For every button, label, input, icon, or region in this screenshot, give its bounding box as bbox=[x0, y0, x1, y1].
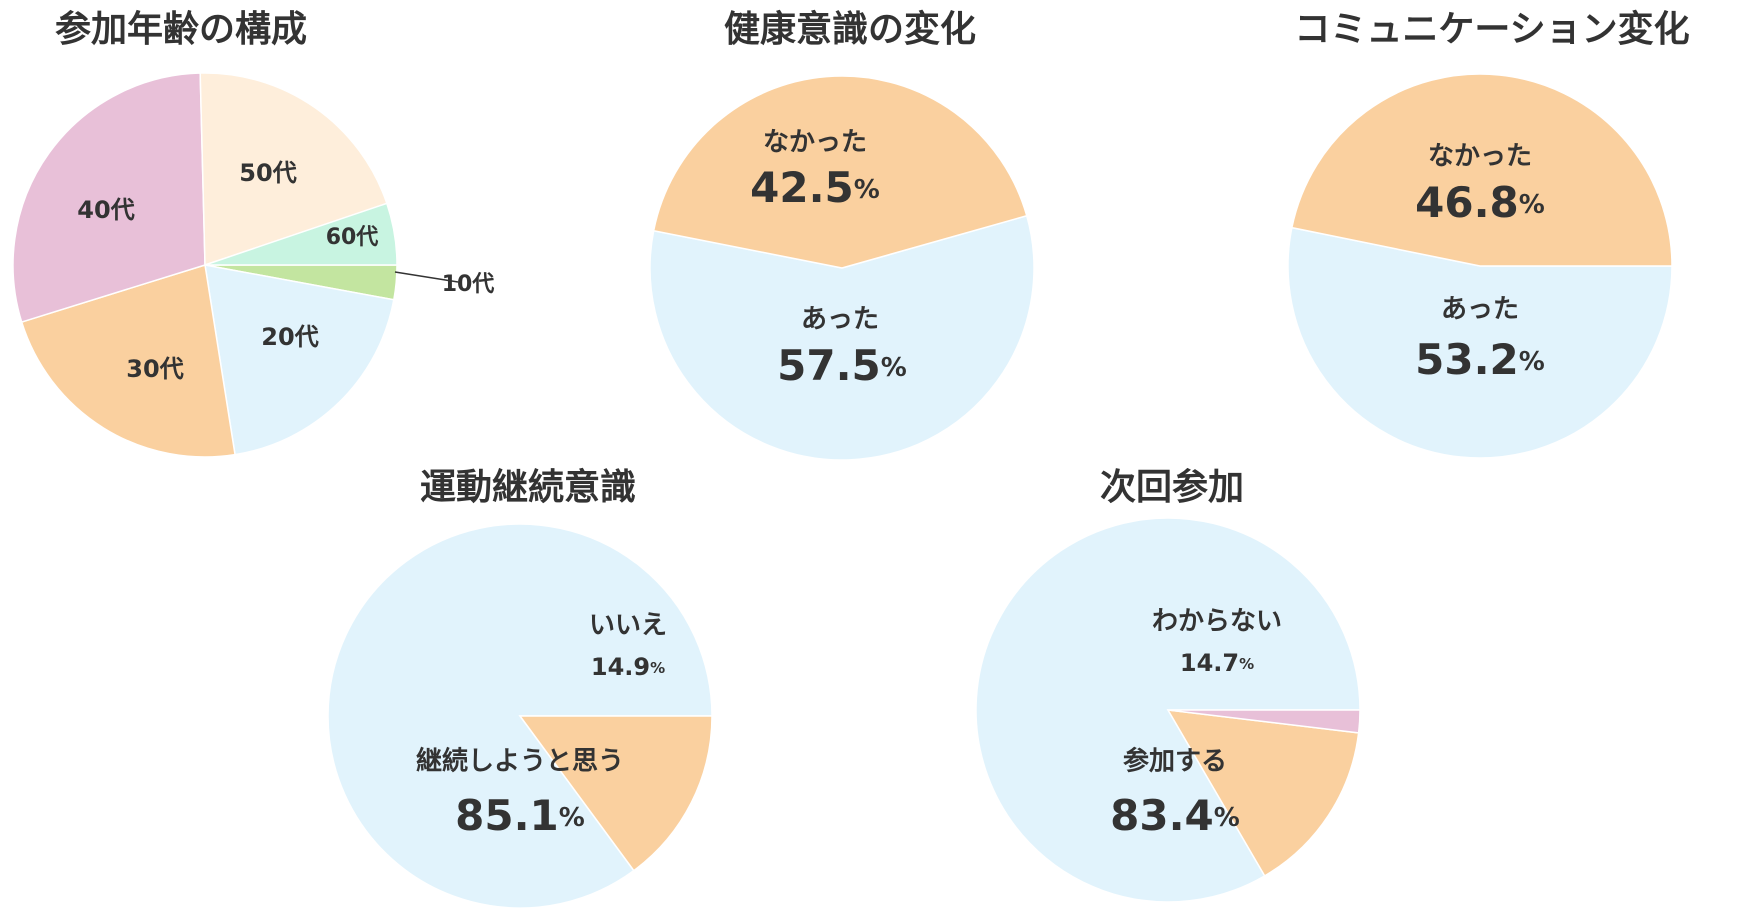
pie-slice-4-1 bbox=[1166, 709, 1360, 877]
slice-label-4-1: わからない bbox=[1152, 607, 1282, 637]
percent-sign: % bbox=[1239, 655, 1254, 673]
slice-value-number: 14.9 bbox=[591, 653, 650, 681]
pie-slice-2-0 bbox=[1287, 226, 1673, 459]
slice-label-0-5: 60代 bbox=[326, 225, 379, 250]
chart-title-exercise: 運動継続意識 bbox=[419, 467, 637, 508]
slice-label-0-3: 40代 bbox=[77, 196, 134, 224]
pie-slice-0-4 bbox=[199, 72, 388, 267]
slice-value-number: 42.5 bbox=[750, 163, 854, 212]
slice-label-0-2: 30代 bbox=[126, 355, 183, 383]
slice-label-4-0: 参加する bbox=[1123, 746, 1227, 777]
slice-value-1-1: 42.5% bbox=[750, 163, 880, 212]
percent-sign: % bbox=[650, 659, 665, 677]
slice-value-1-0: 57.5% bbox=[777, 341, 907, 390]
chart-title-next: 次回参加 bbox=[1099, 467, 1245, 508]
pie-chart-3: 継続しようと思う 85.1% いいえ 14.9% bbox=[327, 523, 713, 908]
slice-label-2-1: なかった bbox=[1428, 142, 1532, 172]
slice-value-4-0: 83.4% bbox=[1110, 791, 1240, 840]
slice-value-2-1: 46.8% bbox=[1415, 178, 1545, 227]
leader-line-0-0 bbox=[394, 271, 459, 283]
slice-value-number: 14.7 bbox=[1180, 649, 1239, 677]
percent-sign: % bbox=[1519, 190, 1545, 220]
pie-slice-0-1 bbox=[204, 264, 395, 456]
pie-slice-1-1 bbox=[652, 75, 1028, 269]
pie-slice-1-0 bbox=[649, 214, 1035, 461]
slice-value-number: 53.2 bbox=[1415, 335, 1519, 384]
chart-title-age: 参加年齢の構成 bbox=[54, 9, 308, 50]
slice-label-3-1: いいえ bbox=[589, 611, 667, 641]
slice-label-0-1: 20代 bbox=[261, 323, 318, 351]
slice-value-number: 83.4 bbox=[1110, 791, 1214, 840]
slice-value-3-1: 14.9% bbox=[591, 653, 665, 681]
pie-chart-1: あった 57.5% なかった 42.5% bbox=[649, 75, 1035, 461]
pie-chart-0: 10代 20代 30代 40代 50代 60代 bbox=[12, 72, 495, 458]
slice-label-3-0: 継続しようと思う bbox=[416, 746, 624, 777]
slice-value-2-0: 53.2% bbox=[1415, 335, 1545, 384]
slice-label-0-4: 50代 bbox=[239, 159, 296, 187]
pie-slice-3-1 bbox=[518, 715, 713, 872]
chart-title-communication: コミュニケーション変化 bbox=[1294, 9, 1690, 50]
pie-slice-0-3 bbox=[12, 72, 206, 323]
slice-value-number: 57.5 bbox=[777, 341, 881, 390]
percent-sign: % bbox=[1519, 347, 1545, 377]
slice-value-3-0: 85.1% bbox=[455, 791, 585, 840]
pie-chart-2: あった 53.2% なかった 46.8% bbox=[1287, 73, 1673, 459]
pie-slice-0-5 bbox=[204, 202, 398, 266]
slice-value-number: 85.1 bbox=[455, 791, 559, 840]
pie-slice-2-1 bbox=[1290, 73, 1673, 267]
pie-slice-4-2 bbox=[1167, 709, 1361, 734]
slice-value-4-1: 14.7% bbox=[1180, 649, 1254, 677]
percent-sign: % bbox=[559, 803, 585, 833]
slice-label-1-0: あった bbox=[801, 305, 879, 335]
chart-title-health: 健康意識の変化 bbox=[723, 9, 977, 50]
slice-label-2-0: あった bbox=[1441, 295, 1519, 325]
slice-label-0-0: 10代 bbox=[442, 272, 495, 297]
slice-label-1-1: なかった bbox=[763, 128, 867, 158]
slice-value-number: 46.8 bbox=[1415, 178, 1519, 227]
pie-slice-0-2 bbox=[20, 264, 236, 458]
percent-sign: % bbox=[881, 353, 907, 383]
percent-sign: % bbox=[1214, 803, 1240, 833]
pie-chart-4: 参加する 83.4% わからない 14.7% bbox=[975, 517, 1361, 903]
percent-sign: % bbox=[854, 175, 880, 205]
